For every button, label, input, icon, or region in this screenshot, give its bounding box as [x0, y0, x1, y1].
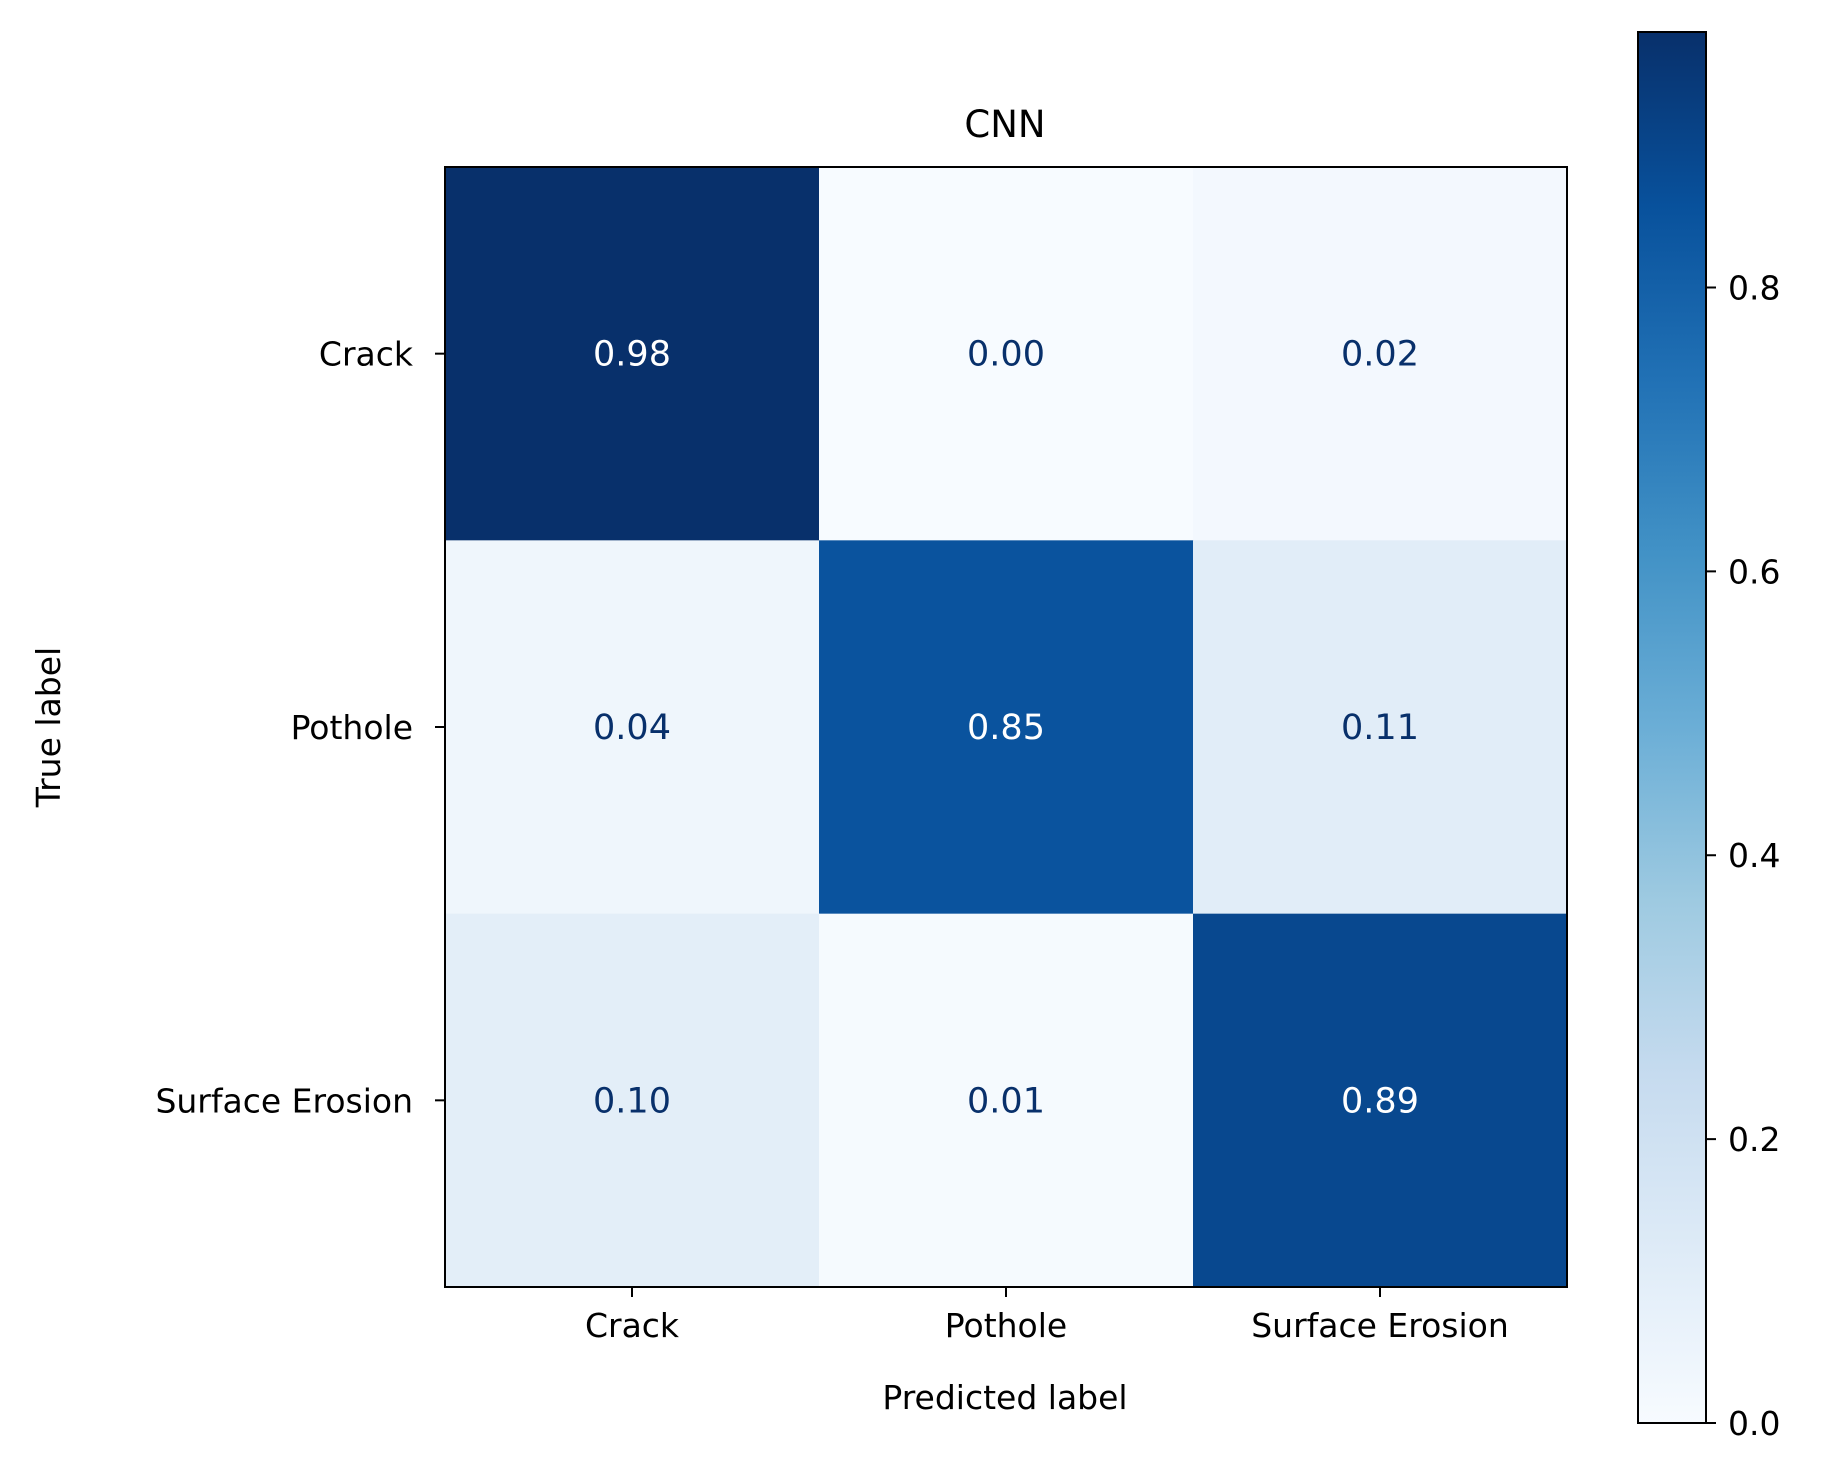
matrix-cell: [819, 167, 1194, 541]
x-axis-label: Predicted label: [882, 1378, 1127, 1417]
x-tick-label: Pothole: [945, 1306, 1067, 1345]
colorbar-tick-label: 0.6: [1728, 552, 1780, 591]
colorbar: [1637, 31, 1707, 1424]
chart-title: CNN: [964, 103, 1045, 146]
cell-value-label: 0.04: [593, 708, 671, 748]
matrix-cell: [1193, 167, 1568, 541]
x-tick-label: Crack: [585, 1306, 680, 1345]
y-tick-label: Pothole: [291, 708, 413, 747]
x-axis-ticks: Crack Pothole Surface Erosion: [585, 1287, 1509, 1345]
matrix-cell: [819, 913, 1194, 1288]
colorbar-tick-label: 0.4: [1728, 836, 1780, 875]
cell-value-label: 0.89: [1341, 1081, 1419, 1121]
colorbar-ticks: 0.0 0.2 0.4 0.6 0.8: [1706, 268, 1780, 1443]
y-tick-label: Crack: [319, 335, 414, 374]
cell-value-label: 0.00: [967, 335, 1045, 375]
matrix-cell: [1193, 913, 1568, 1288]
y-tick-label: Surface Erosion: [155, 1081, 413, 1120]
cell-value-label: 0.98: [593, 335, 671, 375]
cell-value-label: 0.10: [593, 1081, 671, 1121]
x-tick-label: Surface Erosion: [1251, 1306, 1509, 1345]
cell-value-labels: 0.98 0.00 0.02 0.04 0.85 0.11 0.10 0.01 0.89: [593, 335, 1419, 1122]
matrix-cell: [819, 540, 1194, 915]
matrix-cell: [445, 167, 820, 541]
y-axis-label: True label: [29, 647, 68, 808]
cell-value-label: 0.02: [1341, 335, 1419, 375]
cell-value-label: 0.01: [967, 1081, 1045, 1121]
y-axis-ticks: Crack Pothole Surface Erosion: [155, 335, 445, 1120]
matrix-cells: [445, 167, 1568, 1288]
cell-value-label: 0.11: [1341, 708, 1419, 748]
colorbar-tick-label: 0.8: [1728, 268, 1780, 307]
colorbar-tick-label: 0.0: [1728, 1404, 1780, 1443]
matrix-cell: [1193, 540, 1568, 915]
matrix-cell: [445, 913, 820, 1288]
matrix-cell: [445, 540, 820, 915]
colorbar-tick-label: 0.2: [1728, 1120, 1780, 1159]
cell-value-label: 0.85: [967, 708, 1045, 748]
